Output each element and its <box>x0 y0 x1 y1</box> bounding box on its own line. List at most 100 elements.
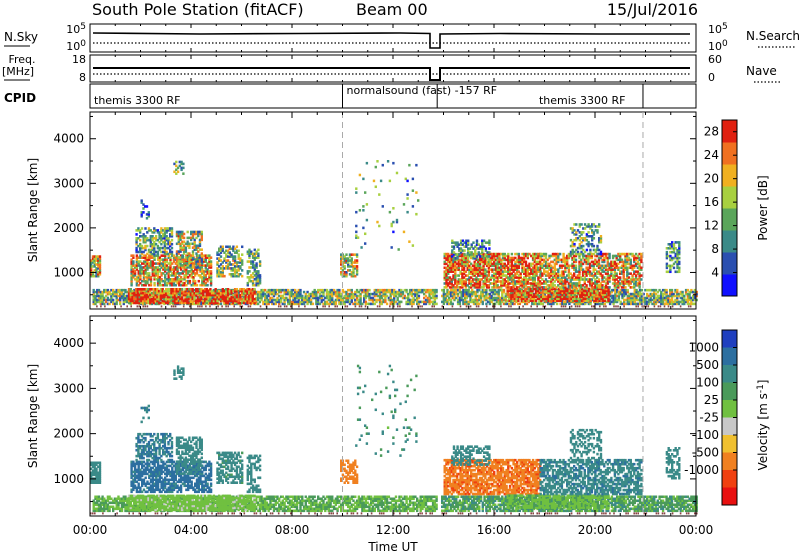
data-cell <box>93 265 96 268</box>
data-cell <box>158 268 162 271</box>
data-cell <box>517 282 521 285</box>
data-cell <box>384 296 387 300</box>
data-cell <box>454 268 457 271</box>
data-cell <box>279 294 283 298</box>
data-cell <box>248 299 251 303</box>
data-cell <box>120 288 124 292</box>
data-cell <box>140 250 144 254</box>
data-cell <box>449 302 453 306</box>
data-cell <box>596 294 599 298</box>
data-cell <box>120 290 124 294</box>
data-cell <box>640 292 644 296</box>
data-cell <box>538 286 542 289</box>
data-cell <box>325 294 329 298</box>
data-cell <box>145 289 148 293</box>
data-cell <box>459 247 463 250</box>
data-cell <box>451 255 454 258</box>
data-cell <box>624 302 628 306</box>
data-cell <box>540 299 543 303</box>
data-cell <box>189 295 193 299</box>
data-cell <box>216 299 219 303</box>
data-cell <box>262 300 265 304</box>
data-cell <box>575 297 578 301</box>
data-cell <box>209 289 212 293</box>
data-cell <box>478 286 482 289</box>
data-cell <box>470 255 473 258</box>
data-cell <box>676 300 679 304</box>
data-cell <box>177 289 180 293</box>
data-cell <box>302 300 306 304</box>
data-cell <box>485 260 489 264</box>
data-cell <box>150 299 154 303</box>
data-cell <box>575 287 578 291</box>
data-cell <box>153 268 156 271</box>
data-cell <box>651 298 654 302</box>
data-cell <box>541 302 545 306</box>
data-cell <box>145 299 148 303</box>
data-cell <box>187 281 190 285</box>
data-cell <box>448 256 452 260</box>
data-cell <box>665 292 668 296</box>
data-cell <box>202 299 205 303</box>
data-cell <box>573 299 577 303</box>
data-cell <box>459 280 462 283</box>
data-cell <box>253 248 256 252</box>
data-cell <box>274 300 277 304</box>
data-cell <box>458 288 462 292</box>
data-cell <box>233 271 237 274</box>
data-cell <box>467 243 470 246</box>
data-cell <box>457 274 460 277</box>
data-cell <box>196 289 200 293</box>
data-cell <box>153 272 156 275</box>
data-cell <box>455 296 458 300</box>
data-cell <box>235 299 239 303</box>
data-cell <box>403 288 406 292</box>
data-cell <box>526 254 529 258</box>
data-cell <box>538 297 541 301</box>
data-cell <box>250 274 253 277</box>
data-cell <box>186 266 189 269</box>
data-cell <box>169 256 172 259</box>
data-cell <box>519 258 522 262</box>
data-cell <box>97 300 101 304</box>
data-cell <box>143 293 147 297</box>
data-cell <box>683 302 686 306</box>
data-cell <box>169 264 172 267</box>
data-cell <box>354 253 357 256</box>
data-cell <box>442 288 446 292</box>
data-cell <box>488 251 491 254</box>
data-cell <box>537 262 540 266</box>
data-cell <box>255 274 258 277</box>
data-cell <box>473 278 476 281</box>
data-cell <box>290 300 293 304</box>
data-cell <box>512 270 515 273</box>
data-cell <box>480 258 483 262</box>
data-cell <box>219 263 223 266</box>
data-cell <box>345 296 348 300</box>
data-cell <box>512 278 515 281</box>
data-cell <box>248 260 251 263</box>
data-cell <box>147 250 151 254</box>
data-cell <box>144 246 147 250</box>
data-cell <box>460 298 463 302</box>
data-cell <box>175 160 178 164</box>
data-cell <box>167 237 170 240</box>
data-cell <box>489 260 492 264</box>
data-cell <box>445 266 448 270</box>
data-cell <box>145 295 148 299</box>
data-cell <box>163 293 166 297</box>
data-cell <box>189 299 193 303</box>
data-cell <box>308 298 311 302</box>
data-cell <box>448 262 452 266</box>
data-cell <box>233 247 237 251</box>
data-cell <box>389 300 392 304</box>
data-cell <box>538 299 541 303</box>
data-cell <box>491 282 494 285</box>
data-cell <box>336 298 339 302</box>
data-cell <box>477 243 480 246</box>
data-cell <box>223 251 226 254</box>
data-cell <box>249 289 253 293</box>
data-cell <box>548 266 551 270</box>
data-cell <box>232 297 235 301</box>
data-cell <box>269 298 272 302</box>
